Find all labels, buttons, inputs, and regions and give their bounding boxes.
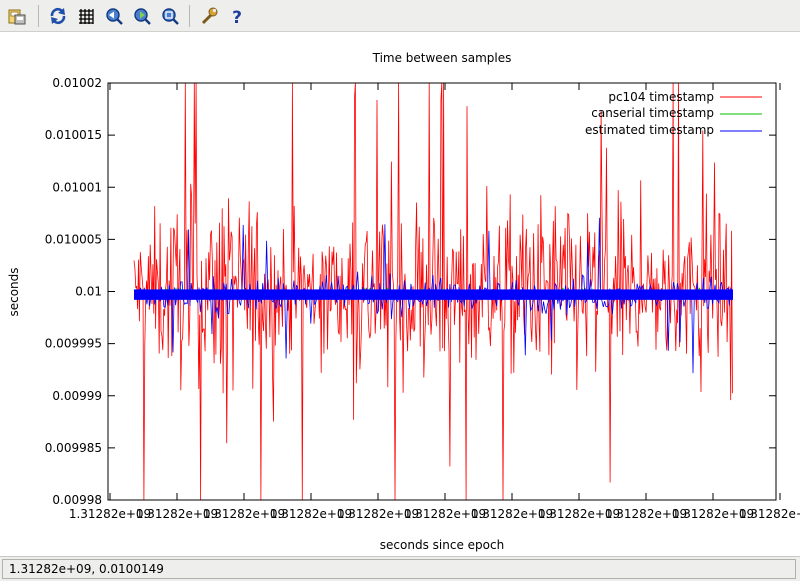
toolbar-separator xyxy=(189,4,190,27)
grid-icon[interactable] xyxy=(75,5,97,27)
toolbar-separator xyxy=(38,4,39,27)
y-tick-label: 0.00998 xyxy=(52,493,102,507)
x-tick-label: 1.31282e+09 xyxy=(270,507,352,521)
x-tick-label: 1.31282e+09 xyxy=(605,507,687,521)
help-icon[interactable]: ? xyxy=(226,5,248,27)
y-tick-label: 0.01001 xyxy=(52,180,102,194)
y-tick-label: 0.01002 xyxy=(52,76,102,90)
zoom-previous-icon[interactable] xyxy=(103,5,125,27)
y-tick-label: 0.009995 xyxy=(45,337,102,351)
x-tick-label: 1.31282e+09 xyxy=(404,507,486,521)
coordinate-readout: 1.31282e+09, 0.0100149 xyxy=(2,559,796,579)
chart-title: Time between samples xyxy=(372,51,512,65)
plot-canvas[interactable]: Time between samples seconds since epoch… xyxy=(0,33,800,555)
x-tick-label: 1.31282e+09 xyxy=(471,507,553,521)
legend-label-canserial: canserial timestamp xyxy=(591,106,714,120)
y-axis-ticks: 0.00998 0.009985 0.00999 0.009995 0.01 0.0100… xyxy=(45,76,776,507)
legend-label-estimated: estimated timestamp xyxy=(585,123,714,137)
x-tick-label: 1.31282e+09 xyxy=(538,507,620,521)
replot-icon[interactable] xyxy=(47,5,69,27)
x-axis-label: seconds since epoch xyxy=(380,538,504,552)
zoom-next-icon[interactable] xyxy=(131,5,153,27)
config-icon[interactable] xyxy=(198,5,220,27)
x-tick-label: 1.31282e+09 xyxy=(337,507,419,521)
y-axis-label: seconds xyxy=(7,267,21,316)
y-tick-label: 0.009985 xyxy=(45,441,102,455)
x-tick-label: 1.31282e+09 xyxy=(672,507,754,521)
x-axis-ticks: 1.31282e+091.31282e+091.31282e+091.31282… xyxy=(69,83,800,521)
legend: pc104 timestamp canserial timestamp esti… xyxy=(585,90,762,137)
status-bar: 1.31282e+09, 0.0100149 xyxy=(0,556,800,581)
export-icon[interactable] xyxy=(6,5,28,27)
x-tick-label: 1.31282e+09 xyxy=(136,507,218,521)
svg-text:?: ? xyxy=(232,8,242,25)
x-tick-label: 1.31282e+09 xyxy=(739,507,800,521)
series-core-band xyxy=(134,289,733,300)
x-tick-label: 1.31282e+09 xyxy=(203,507,285,521)
y-tick-label: 0.00999 xyxy=(52,389,102,403)
y-tick-label: 0.01 xyxy=(75,285,102,299)
toolbar: ? xyxy=(0,0,800,32)
y-tick-label: 0.010015 xyxy=(45,128,102,142)
series-layer xyxy=(133,82,733,501)
y-tick-label: 0.010005 xyxy=(45,232,102,246)
legend-label-pc104: pc104 timestamp xyxy=(608,90,714,104)
x-tick-label: 1.31282e+09 xyxy=(69,507,151,521)
autoscale-icon[interactable] xyxy=(159,5,181,27)
plot-border xyxy=(107,82,777,501)
